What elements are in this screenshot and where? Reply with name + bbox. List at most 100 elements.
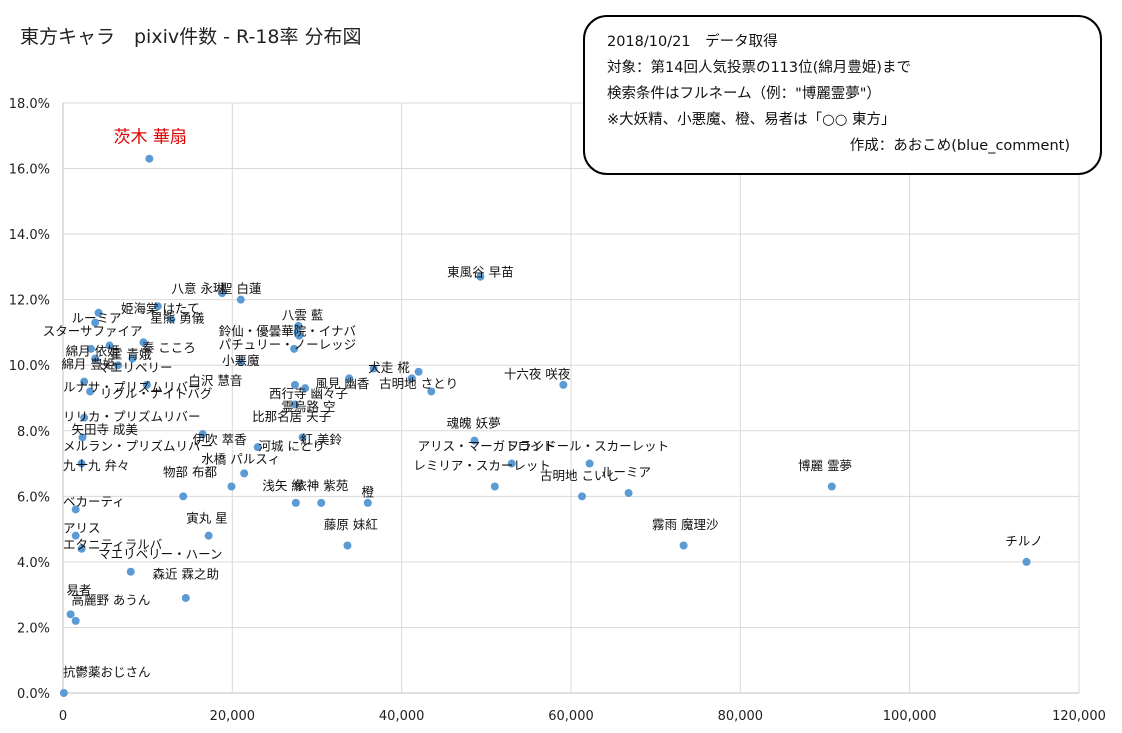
data-point [236, 357, 245, 366]
data-point [71, 531, 80, 540]
data-point [295, 331, 304, 340]
data-point [253, 443, 262, 452]
point-label: 姫海棠 はたて [121, 301, 200, 316]
point-label: 河城 にとり [258, 438, 324, 453]
info-condition: 検索条件はフルネーム（例："博麗霊夢"） [607, 86, 881, 102]
data-point [294, 321, 303, 330]
data-point [363, 498, 372, 507]
data-point [624, 489, 633, 498]
data-point [77, 459, 86, 468]
data-point [298, 433, 307, 442]
data-point [407, 374, 416, 383]
point-label: パチュリー・ノーレッジ [219, 337, 357, 352]
point-label: 橙 [362, 484, 375, 499]
point-label: アリス・マーガトロイド [418, 438, 556, 453]
point-label: 霍 青娥 [110, 347, 152, 362]
highlight-label: 茨木 華扇 [114, 127, 187, 147]
data-point [71, 616, 80, 625]
point-label: 霧雨 魔理沙 [652, 517, 719, 532]
data-point [476, 272, 485, 281]
point-label: チルノ [1005, 534, 1043, 549]
y-axis-ticks: 0.0% 2.0% 4.0% 6.0% 8.0% 10.0% 12.0% 14.0% 16.0%… [9, 97, 50, 702]
point-label: 紅 美鈴 [300, 432, 342, 447]
data-point [91, 354, 100, 363]
data-point [427, 387, 436, 396]
point-label: 八雲 藍 [282, 307, 323, 322]
data-point [290, 400, 299, 409]
data-point [59, 689, 68, 697]
point-label: レミリア・スカーレット [413, 458, 551, 473]
point-label: 犬走 椛 [368, 360, 410, 375]
data-point [142, 380, 151, 389]
info-author: 作成：あおこめ(blue_comment) [849, 138, 1070, 154]
data-point [470, 436, 479, 445]
point-label: スターサファイア [43, 324, 143, 339]
point-label: 魂魄 妖夢 [447, 416, 501, 431]
point-label: マエリベリー [97, 360, 172, 375]
info-target: 対象：第14回人気投票の113位(綿月豊姫)まで [607, 60, 911, 76]
data-point [578, 492, 587, 501]
x-tick-label: 0 [59, 709, 67, 724]
point-label: メルラン・プリズムリバー [63, 438, 213, 453]
data-point [369, 364, 378, 373]
data-point [91, 318, 100, 327]
point-label: 古明地 さとり [379, 376, 458, 391]
data-point [80, 377, 89, 386]
x-axis-ticks: 0 20,000 40,000 60,000 80,000 100,000 120,000 [59, 709, 1106, 724]
data-point [153, 302, 162, 311]
x-tick-label: 120,000 [1052, 709, 1106, 724]
point-label: 藤原 妹紅 [324, 517, 378, 532]
point-label: 九十九 弁々 [63, 458, 129, 473]
point-label: 綿月 豊姫 [61, 357, 115, 372]
x-tick-label: 80,000 [718, 709, 764, 724]
point-label: アリス [63, 520, 101, 535]
info-date: 2018/10/21 データ取得 [607, 34, 778, 50]
point-label: リリカ・プリズムリバー [63, 409, 201, 424]
x-tick-label: 60,000 [548, 709, 594, 724]
data-point [204, 531, 213, 540]
data-point [179, 492, 188, 501]
point-label: ルーミア [71, 311, 121, 326]
point-label: ルナサ・プリズムリバー [63, 379, 201, 394]
data-point [343, 541, 352, 550]
y-tick-label: 12.0% [9, 294, 50, 309]
point-label: 鈴仙・優曇華院・イナバ [219, 324, 356, 339]
x-tick-label: 40,000 [379, 709, 425, 724]
info-box: 2018/10/21 データ取得 対象：第14回人気投票の113位(綿月豊姫)ま… [583, 15, 1102, 175]
y-tick-label: 6.0% [17, 490, 50, 505]
point-label: エタニティラルバ [63, 537, 162, 552]
data-point [77, 544, 86, 553]
data-point [227, 482, 236, 491]
x-tick-label: 20,000 [210, 709, 256, 724]
point-label: ベカーティ [63, 494, 125, 509]
data-point [218, 289, 227, 298]
data-point [145, 154, 154, 163]
point-label: 風見 幽香 [315, 376, 369, 391]
data-point [139, 338, 148, 347]
data-points [59, 154, 1031, 697]
point-label: 伊吹 萃香 [193, 432, 247, 447]
data-point [679, 541, 688, 550]
data-point [181, 593, 190, 602]
point-label: 易者 [66, 583, 91, 598]
point-label: 小悪魔 [222, 353, 260, 368]
point-label: 博麗 霊夢 [798, 458, 852, 473]
point-label: 矢田寺 成美 [71, 422, 137, 437]
data-point [80, 413, 89, 422]
data-point [236, 295, 245, 304]
y-tick-label: 10.0% [9, 359, 50, 374]
data-point [105, 341, 114, 350]
data-point [827, 482, 836, 491]
data-point [559, 380, 568, 389]
point-label: 高麗野 あうん [71, 593, 150, 608]
point-label: 聖 白蓮 [220, 281, 262, 296]
point-label: リグル・ナイトバグ [100, 386, 213, 401]
point-label: 白沢 慧音 [188, 373, 242, 388]
data-point [71, 505, 80, 514]
data-point [345, 374, 354, 383]
point-label: 森近 霖之助 [153, 566, 219, 581]
data-point [317, 498, 326, 507]
point-label: 物部 布都 [163, 465, 217, 480]
point-label: 比那名居 天子 [252, 409, 331, 424]
